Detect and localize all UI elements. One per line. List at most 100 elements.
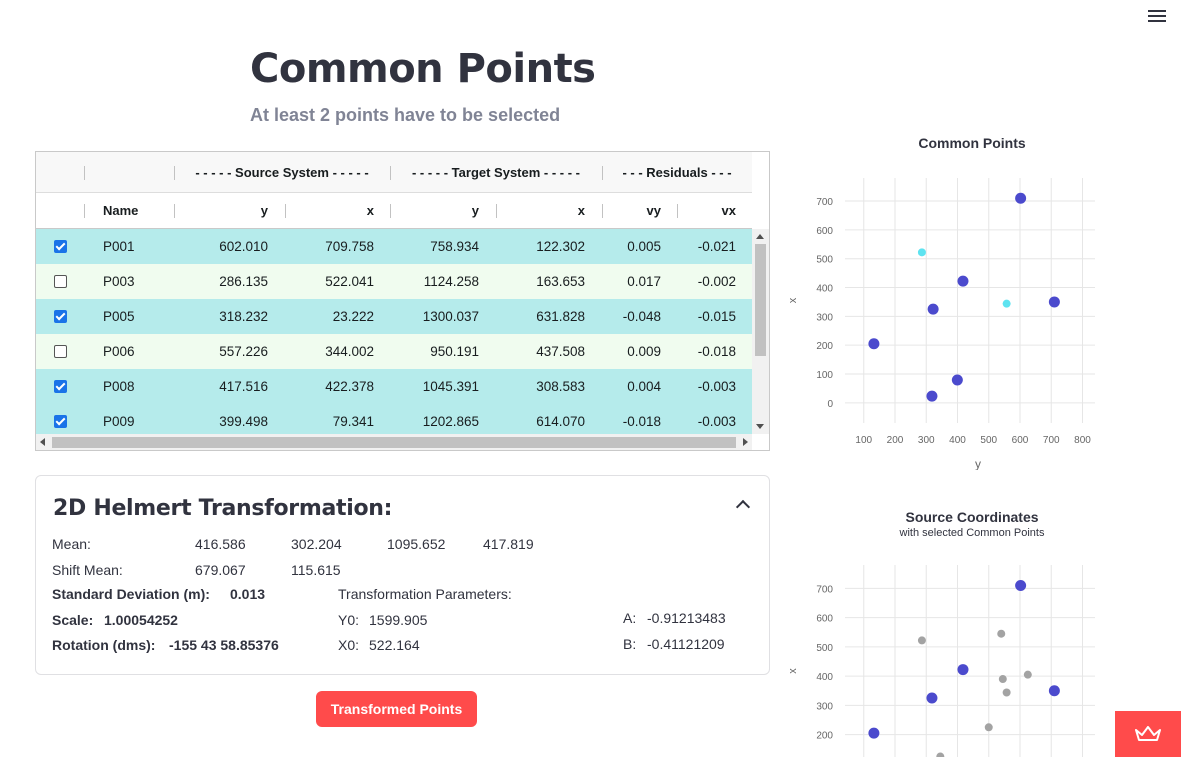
mean-value: 416.586 xyxy=(195,536,246,552)
y-tick-label: 200 xyxy=(816,731,833,742)
grid-lines xyxy=(845,178,1095,423)
table-row[interactable]: P006 557.226 344.002 950.191 437.508 0.0… xyxy=(36,334,752,369)
std-deviation-label: Standard Deviation (m): xyxy=(52,586,210,602)
y-tick-label: 400 xyxy=(816,284,833,295)
table-row[interactable]: P009 399.498 79.341 1202.865 614.070 -0.… xyxy=(36,404,752,434)
y-tick-label: 600 xyxy=(816,614,833,625)
row-checkbox[interactable] xyxy=(54,345,67,358)
mean-value: 302.204 xyxy=(291,536,342,552)
mean-value: 417.819 xyxy=(483,536,534,552)
table-row[interactable]: P003 286.135 522.041 1124.258 163.653 0.… xyxy=(36,264,752,299)
x-tick-label: 300 xyxy=(918,435,935,446)
x-tick-label: 400 xyxy=(949,435,966,446)
row-checkbox[interactable] xyxy=(54,275,67,288)
column-header-target-y[interactable]: y xyxy=(471,203,479,218)
group-header-target: - - - - - Target System - - - - - xyxy=(411,164,581,180)
x0-label: X0: xyxy=(338,637,360,653)
table-row[interactable]: P005 318.232 23.222 1300.037 631.828 -0.… xyxy=(36,299,752,334)
data-point-unselected xyxy=(1002,299,1011,308)
data-point-selected xyxy=(1048,296,1060,308)
row-checkbox[interactable] xyxy=(54,380,67,393)
param-a-value: -0.91213483 xyxy=(647,610,726,626)
streamlit-badge[interactable] xyxy=(1115,711,1181,757)
data-point-selected xyxy=(951,374,963,386)
column-header-source-y[interactable]: y xyxy=(260,203,268,218)
horizontal-scroll-thumb[interactable] xyxy=(52,437,736,448)
main-menu-button[interactable] xyxy=(1146,8,1168,24)
mean-label: Mean: xyxy=(52,536,91,552)
data-point-source xyxy=(1002,688,1011,697)
common-points-table: - - - - - Source System - - - - - - - - … xyxy=(35,151,770,451)
scroll-up-arrow-icon[interactable] xyxy=(756,234,764,239)
y0-value: 1599.905 xyxy=(369,612,428,628)
rotation-label: Rotation (dms): xyxy=(52,637,156,653)
shift-mean-value: 115.615 xyxy=(291,562,341,578)
column-header-name[interactable]: Name xyxy=(103,203,139,218)
scale-value: 1.00054252 xyxy=(104,612,178,628)
std-deviation-value: 0.013 xyxy=(230,586,266,602)
data-point-source xyxy=(1023,670,1032,679)
hamburger-menu-icon xyxy=(1148,10,1166,12)
scroll-right-arrow-icon[interactable] xyxy=(743,438,748,446)
chart-source-coordinates-title: Source Coordinates xyxy=(905,509,1039,525)
x0-value: 522.164 xyxy=(369,637,420,653)
param-b-label: B: xyxy=(623,636,637,652)
scroll-left-arrow-icon[interactable] xyxy=(40,438,45,446)
transformation-params-label: Transformation Parameters: xyxy=(338,586,512,602)
crown-icon xyxy=(1135,726,1161,741)
row-checkbox[interactable] xyxy=(54,240,67,253)
y-tick-label: 500 xyxy=(816,643,833,654)
data-point-unselected xyxy=(917,248,926,257)
param-a-label: A: xyxy=(623,610,637,626)
group-header-source: - - - - - Source System - - - - - xyxy=(195,164,369,180)
column-header-target-x[interactable]: x xyxy=(577,203,585,218)
helmert-title[interactable]: 2D Helmert Transformation: xyxy=(53,496,393,521)
shift-mean-label: Shift Mean: xyxy=(52,562,123,578)
table-horizontal-scrollbar[interactable] xyxy=(36,434,752,450)
y-tick-label: 0 xyxy=(827,399,833,410)
y-tick-label: 300 xyxy=(816,701,833,712)
y-tick-label: 200 xyxy=(816,341,833,352)
data-point-source xyxy=(917,636,926,645)
vertical-scroll-thumb[interactable] xyxy=(755,244,766,356)
y-tick-label: 600 xyxy=(816,226,833,237)
page-subtitle: At least 2 points have to be selected xyxy=(250,105,561,125)
table-body: P001 602.010 709.758 758.934 122.302 0.0… xyxy=(36,229,752,434)
y-axis-label: x xyxy=(790,297,799,303)
x-tick-label: 700 xyxy=(1043,435,1060,446)
column-header-source-x[interactable]: x xyxy=(366,203,374,218)
data-point-selected xyxy=(927,303,939,315)
y-tick-label: 700 xyxy=(816,197,833,208)
x-tick-label: 200 xyxy=(887,435,904,446)
helmert-expander: 2D Helmert Transformation: Mean: 416.586… xyxy=(35,475,770,675)
scale-label: Scale: xyxy=(52,612,94,628)
table-group-header: - - - - - Source System - - - - - - - - … xyxy=(36,152,752,193)
data-point-selected xyxy=(957,275,969,287)
table-row[interactable]: P008 417.516 422.378 1045.391 308.583 0.… xyxy=(36,369,752,404)
table-row[interactable]: P001 602.010 709.758 758.934 122.302 0.0… xyxy=(36,229,752,264)
column-header-vy[interactable]: vy xyxy=(646,203,661,218)
chart-common-points-title: Common Points xyxy=(918,135,1026,151)
x-tick-label: 600 xyxy=(1012,435,1029,446)
data-point-selected xyxy=(868,727,880,739)
chevron-up-icon[interactable] xyxy=(735,499,751,515)
table-vertical-scrollbar[interactable] xyxy=(752,229,769,434)
chart-source-coordinates-subtitle: with selected Common Points xyxy=(899,527,1045,539)
mean-value: 1095.652 xyxy=(387,536,446,552)
row-checkbox[interactable] xyxy=(54,415,67,428)
transformed-points-button[interactable]: Transformed Points xyxy=(316,691,477,727)
common-points-scatter-chart: 0 100 200 300 400 500 600 700 100 200 300 400 500 600… xyxy=(790,178,1095,470)
data-point-selected xyxy=(926,390,938,402)
scroll-down-arrow-icon[interactable] xyxy=(756,424,764,429)
grid-lines xyxy=(845,565,1095,757)
data-point-selected xyxy=(957,664,969,676)
row-checkbox[interactable] xyxy=(54,310,67,323)
data-point-source xyxy=(998,675,1007,684)
shift-mean-value: 679.067 xyxy=(195,562,246,578)
data-point-source xyxy=(997,629,1006,638)
column-header-vx[interactable]: vx xyxy=(721,203,736,218)
data-point-selected xyxy=(926,692,938,704)
group-header-residuals: - - - Residuals - - - xyxy=(622,164,732,180)
x-tick-label: 500 xyxy=(980,435,997,446)
table-column-header: Name y x y x vy vx xyxy=(36,193,752,229)
